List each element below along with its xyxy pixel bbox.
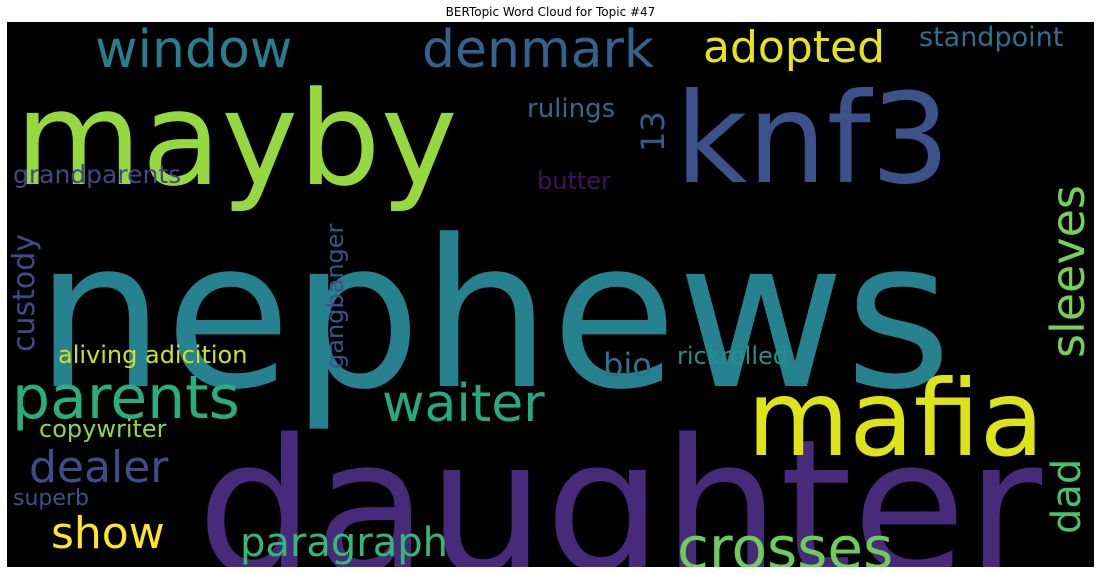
word-sleeves: sleeves <box>1041 185 1094 358</box>
word-nephews: nephews <box>35 197 952 435</box>
word-bio: bio <box>603 346 652 384</box>
word-daughter: daughter <box>197 399 1043 568</box>
word-adopted: adopted <box>703 22 885 73</box>
word-show: show <box>51 508 165 559</box>
word-rulings: rulings <box>527 94 616 124</box>
word-window: window <box>95 22 293 80</box>
word-rickrolled: rickrolled <box>677 342 788 370</box>
word-mayby: mayby <box>15 63 458 215</box>
word-superb: superb <box>13 486 89 511</box>
word-dad: dad <box>1044 458 1090 534</box>
word-knf3: knf3 <box>675 67 951 212</box>
word-dealer: dealer <box>29 442 169 493</box>
word-parents: parents <box>12 363 240 433</box>
word-paragraph: paragraph <box>240 520 448 566</box>
word-grandparents: grandparents <box>13 160 182 189</box>
word-custody: custody <box>7 233 42 352</box>
word-13: 13 <box>634 111 672 152</box>
word-cloud: nephews daughter mayby knf3 mafia crosses pare… <box>7 22 1094 567</box>
word-crosses: crosses <box>677 514 894 567</box>
chart-title: BERTopic Word Cloud for Topic #47 <box>445 5 656 19</box>
word-waiter: waiter <box>382 374 545 434</box>
word-butter: butter <box>537 167 611 195</box>
word-standpoint: standpoint <box>919 22 1064 53</box>
word-copywriter: copywriter <box>39 415 167 443</box>
word-gangbanger: gangbanger <box>321 223 349 369</box>
word-denmark: denmark <box>422 22 654 80</box>
word-mafia: mafia <box>747 358 1045 480</box>
word-aliving-adicition: aliving adicition <box>58 341 248 369</box>
